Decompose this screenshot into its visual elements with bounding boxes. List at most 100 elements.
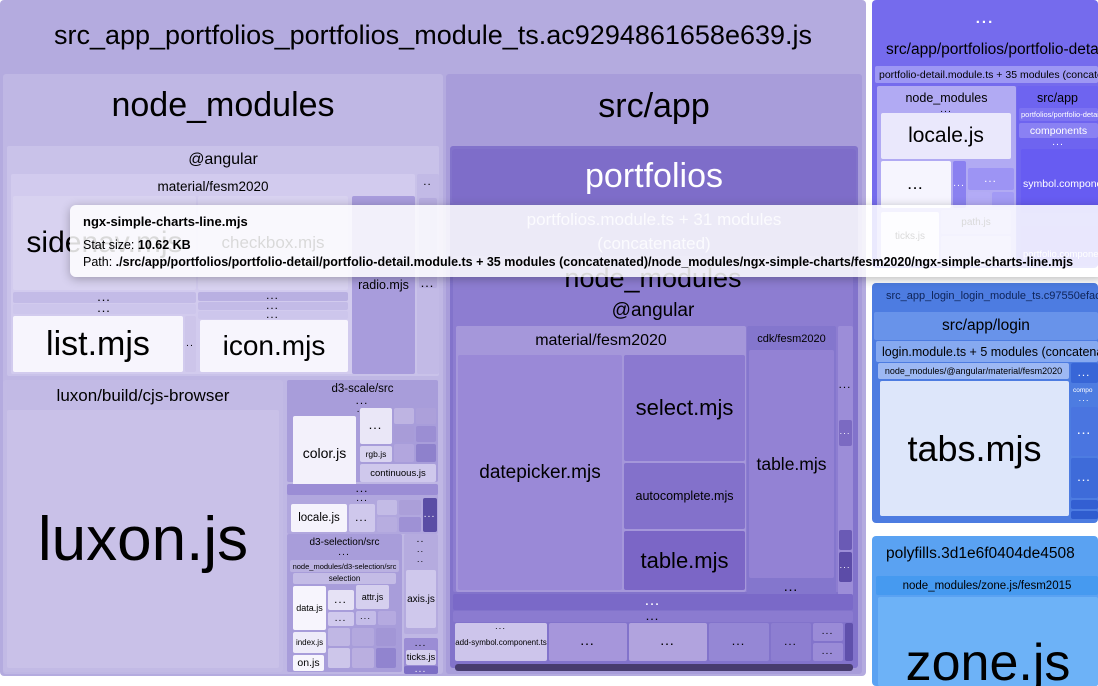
login-src-app-band[interactable] xyxy=(874,312,1098,340)
cell-datepicker[interactable] xyxy=(458,355,622,590)
cell-misc[interactable] xyxy=(394,444,414,462)
cell-misc[interactable] xyxy=(376,628,396,646)
cell-misc[interactable] xyxy=(377,517,397,532)
row-ellipsis[interactable] xyxy=(287,484,438,495)
row-ellipsis-header[interactable] xyxy=(453,594,853,610)
cell-rgb[interactable] xyxy=(360,446,392,462)
login-material-band[interactable] xyxy=(878,363,1069,379)
cell-zone[interactable] xyxy=(878,597,1098,686)
row-ellipsis[interactable] xyxy=(13,292,196,303)
row-ellipsis[interactable] xyxy=(13,304,196,314)
cell-icon[interactable] xyxy=(200,320,348,372)
cell-misc[interactable] xyxy=(376,648,396,668)
cell-misc[interactable] xyxy=(968,168,1014,190)
cell-on[interactable] xyxy=(293,655,324,671)
cell-misc[interactable] xyxy=(771,623,811,661)
cell-misc-dark[interactable] xyxy=(1071,511,1098,519)
cell-misc[interactable] xyxy=(709,623,769,661)
cell-locale-label: locale.js xyxy=(298,512,340,524)
row-ellipsis-label: ... xyxy=(266,292,280,301)
row-ellipsis[interactable] xyxy=(404,666,438,674)
cell-autocomplete[interactable] xyxy=(624,463,745,529)
cell-misc[interactable] xyxy=(549,623,627,661)
cell-misc[interactable] xyxy=(185,316,196,372)
cell-misc-label: ... xyxy=(953,181,966,188)
cell-misc-dark[interactable] xyxy=(1071,363,1098,383)
cell-misc-dark[interactable] xyxy=(1071,500,1098,509)
cell-misc[interactable] xyxy=(394,408,414,424)
group-mid-material-label: material/fesm2020 xyxy=(535,332,667,349)
row-ellipsis[interactable] xyxy=(453,611,853,622)
cell-misc-dark[interactable] xyxy=(839,530,852,550)
cell-misc[interactable] xyxy=(399,500,421,515)
cell-misc[interactable] xyxy=(394,426,414,442)
cell-misc[interactable] xyxy=(813,643,843,661)
cell-misc[interactable] xyxy=(992,192,1014,207)
login-compo-label: compo xyxy=(1073,386,1093,394)
cell-index[interactable] xyxy=(293,632,326,653)
row-ellipsis[interactable] xyxy=(198,311,348,319)
detail-components[interactable] xyxy=(1019,123,1098,138)
cell-misc-dark[interactable] xyxy=(423,498,437,532)
group-angular-label: @angular xyxy=(188,151,258,168)
cell-misc[interactable] xyxy=(378,611,396,625)
group-d3-selection-path[interactable] xyxy=(290,560,399,572)
cell-misc[interactable] xyxy=(328,648,350,668)
cell-symbol-component[interactable] xyxy=(1021,149,1098,213)
cell-misc[interactable] xyxy=(352,648,374,668)
cell-misc[interactable] xyxy=(416,408,436,424)
cell-luxon[interactable] xyxy=(7,410,279,668)
cell-table-label: table.mjs xyxy=(640,547,729,573)
cell-list-label: list.mjs xyxy=(46,324,150,363)
cell-ticks[interactable] xyxy=(406,650,436,665)
cell-add-symbol[interactable] xyxy=(455,623,547,661)
cell-misc[interactable] xyxy=(399,517,421,532)
cell-misc[interactable] xyxy=(356,611,376,625)
cell-misc[interactable] xyxy=(328,590,354,610)
cell-misc[interactable] xyxy=(629,623,707,661)
cell-select[interactable] xyxy=(624,355,745,461)
treemap-tooltip: ngx-simple-charts-line.mjs Stat size: 10… xyxy=(70,205,1098,277)
cell-misc[interactable] xyxy=(881,161,951,208)
cell-misc-dark[interactable] xyxy=(839,552,852,582)
cell-misc[interactable] xyxy=(416,426,436,442)
cell-data[interactable] xyxy=(293,586,326,630)
group-selection[interactable] xyxy=(293,573,396,584)
cell-detail-locale[interactable] xyxy=(881,113,1011,159)
cell-continuous[interactable] xyxy=(360,464,436,482)
cell-misc-dark[interactable] xyxy=(845,623,853,661)
cell-misc-dark[interactable] xyxy=(1071,458,1098,498)
cell-misc[interactable] xyxy=(349,504,375,532)
row-ellipsis[interactable] xyxy=(198,292,348,301)
group-portfolios-header[interactable] xyxy=(452,149,856,203)
cell-misc[interactable] xyxy=(328,628,350,646)
group-selection-label: selection xyxy=(328,574,361,583)
login-concat-band[interactable] xyxy=(876,341,1098,362)
cell-misc[interactable] xyxy=(416,444,436,462)
bottom-dark-bar[interactable] xyxy=(455,664,853,671)
detail-concat-band[interactable] xyxy=(875,66,1098,83)
cell-color[interactable] xyxy=(293,416,356,490)
cell-luxon-label: luxon.js xyxy=(37,504,249,574)
cell-misc-dark[interactable] xyxy=(839,420,852,446)
polyfills-zone-band[interactable] xyxy=(876,576,1098,595)
cell-table[interactable] xyxy=(624,531,745,590)
cell-misc[interactable] xyxy=(328,612,354,626)
cell-misc[interactable] xyxy=(377,500,397,515)
cell-misc[interactable] xyxy=(813,623,843,641)
cell-tabs[interactable] xyxy=(880,381,1069,516)
login-concat-label: login.module.ts + 5 modules (concatenate… xyxy=(882,344,1098,359)
row-ellipsis[interactable] xyxy=(198,302,348,310)
cell-list[interactable] xyxy=(13,316,183,372)
cell-misc-label: ... xyxy=(335,615,347,623)
cell-misc-dark[interactable] xyxy=(1071,407,1098,456)
detail-portfolios-path[interactable] xyxy=(1019,108,1098,121)
cell-axis[interactable] xyxy=(406,570,436,628)
cell-misc[interactable] xyxy=(352,628,374,646)
cell-cdk-table[interactable] xyxy=(749,350,834,578)
cell-misc[interactable] xyxy=(953,161,966,208)
cell-locale[interactable] xyxy=(291,504,347,532)
cell-attr[interactable] xyxy=(356,585,389,609)
cell-misc[interactable] xyxy=(360,408,392,444)
cell-misc[interactable] xyxy=(968,192,990,207)
